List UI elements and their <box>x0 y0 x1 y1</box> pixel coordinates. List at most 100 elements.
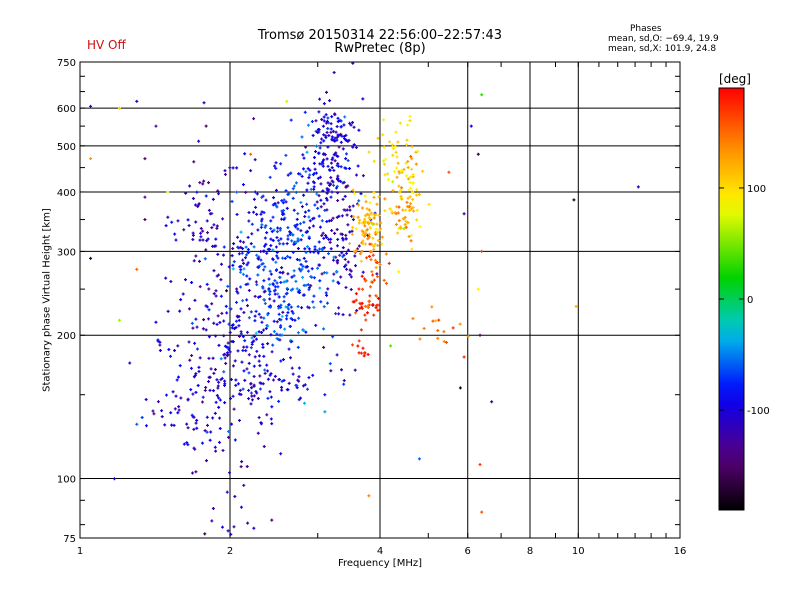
echo-point <box>255 212 259 216</box>
echo-point <box>297 379 301 383</box>
echo-point <box>316 151 320 155</box>
echo-point <box>361 346 365 350</box>
echo-point <box>262 444 266 448</box>
echo-point <box>266 377 270 381</box>
echo-point <box>376 136 380 140</box>
echo-point <box>219 357 223 361</box>
echo-point <box>340 214 344 218</box>
echo-point <box>346 223 350 227</box>
echo-point <box>160 409 164 413</box>
echo-point <box>414 162 418 166</box>
echo-point <box>239 230 243 234</box>
echo-point <box>223 172 227 176</box>
echo-point <box>233 495 237 499</box>
echo-point <box>393 144 397 148</box>
echo-point <box>369 226 373 230</box>
echo-point <box>358 306 362 310</box>
echo-point <box>312 161 316 165</box>
echo-point <box>330 190 334 194</box>
echo-point <box>316 130 320 134</box>
echo-point <box>329 130 333 134</box>
echo-point <box>195 418 199 422</box>
echo-point <box>312 171 316 175</box>
echo-point <box>418 337 422 341</box>
echo-point <box>245 464 249 468</box>
echo-point <box>334 151 338 155</box>
echo-point <box>322 246 326 250</box>
echo-point <box>300 205 304 209</box>
echo-point <box>278 275 282 279</box>
echo-point <box>354 298 358 302</box>
echo-point <box>321 160 325 164</box>
echo-point <box>285 305 289 309</box>
echo-point <box>296 212 300 216</box>
echo-point <box>368 294 372 298</box>
echo-point <box>199 231 203 235</box>
echo-point <box>282 295 286 299</box>
echo-point <box>259 422 263 426</box>
echo-point <box>367 235 371 239</box>
echo-point <box>205 305 209 309</box>
echo-point <box>267 287 271 291</box>
echo-point <box>325 130 329 134</box>
echo-point <box>320 117 324 121</box>
echo-point <box>390 209 394 213</box>
echo-point <box>309 284 313 288</box>
echo-point <box>332 168 336 172</box>
echo-point <box>195 190 199 194</box>
echo-point <box>234 319 238 323</box>
echo-point <box>257 312 261 316</box>
echo-point <box>239 307 243 311</box>
echo-point <box>328 362 332 366</box>
echo-point <box>263 225 267 229</box>
echo-point <box>305 229 309 233</box>
echo-point <box>476 287 480 291</box>
echo-point <box>207 356 211 360</box>
echo-point <box>250 386 254 390</box>
echo-point <box>343 265 347 269</box>
echo-point <box>219 294 223 298</box>
echo-point <box>372 159 376 163</box>
echo-point <box>319 141 323 145</box>
echo-point <box>275 281 279 285</box>
echo-point <box>307 376 311 380</box>
echo-point <box>262 328 266 332</box>
echo-point <box>399 188 403 192</box>
echo-point <box>176 219 180 223</box>
echo-point <box>274 245 278 249</box>
echo-point <box>250 394 254 398</box>
echo-point <box>250 232 254 236</box>
echo-point <box>347 167 351 171</box>
echo-point <box>421 169 425 173</box>
echo-point <box>231 364 235 368</box>
echo-point <box>427 202 431 206</box>
echo-point <box>262 316 266 320</box>
echo-point <box>216 192 220 196</box>
echo-point <box>214 400 218 404</box>
echo-point <box>383 197 387 201</box>
echo-point <box>344 152 348 156</box>
echo-point <box>351 120 355 124</box>
echo-point <box>367 494 371 498</box>
echo-point <box>339 119 343 123</box>
echo-point <box>490 400 494 404</box>
echo-point <box>252 210 256 214</box>
echo-point <box>143 195 147 199</box>
echo-point <box>135 422 139 426</box>
echo-point <box>271 203 275 207</box>
echo-point <box>197 202 201 206</box>
echo-point <box>344 285 348 289</box>
echo-point <box>302 401 306 405</box>
echo-point <box>202 318 206 322</box>
echo-point <box>252 197 256 201</box>
echo-point <box>183 278 187 282</box>
echo-point <box>391 189 395 193</box>
echo-point <box>298 222 302 226</box>
echo-point <box>290 275 294 279</box>
echo-point <box>352 215 356 219</box>
echo-point <box>372 247 376 251</box>
echo-point <box>370 213 374 217</box>
echo-point <box>172 423 176 427</box>
echo-point <box>363 313 367 317</box>
echo-point <box>242 267 246 271</box>
